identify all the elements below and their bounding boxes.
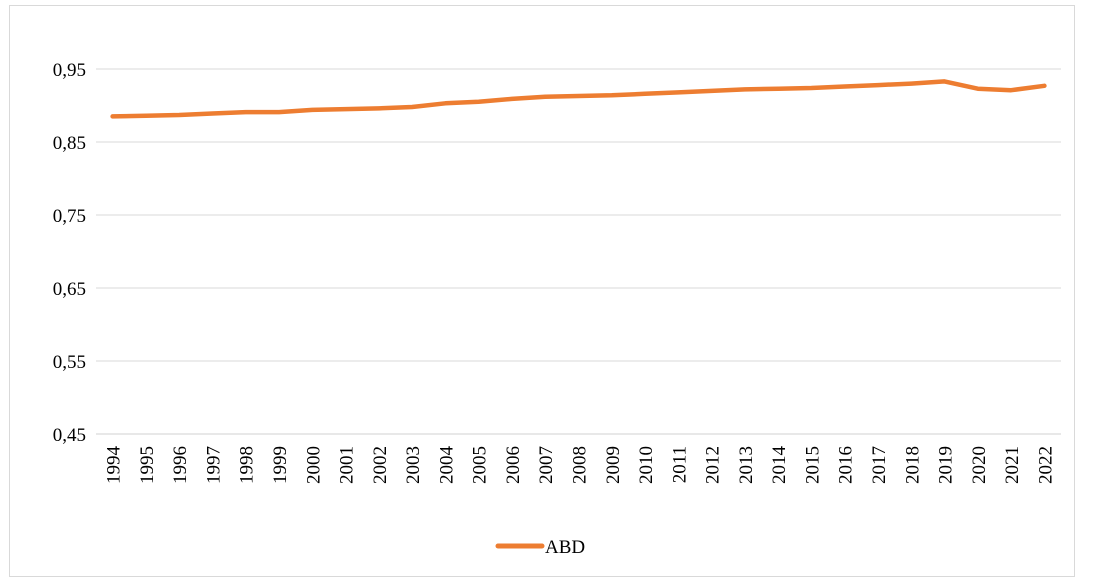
x-tick-label: 2003 (403, 446, 424, 484)
x-tick-label: 2009 (603, 446, 624, 484)
chart-area (9, 5, 1075, 577)
gridlines (96, 68, 1061, 435)
x-tick-label: 2005 (470, 446, 491, 484)
x-tick-label: 2022 (1035, 446, 1056, 484)
x-tick-label: 2008 (570, 446, 591, 484)
y-tick-label: 0,45 (53, 425, 86, 446)
x-tick-label: 2007 (536, 446, 557, 484)
y-tick-label: 0,65 (53, 279, 86, 300)
x-tick-label: 2001 (337, 446, 358, 484)
x-tick-label: 2010 (636, 446, 657, 484)
x-tick-label: 2019 (936, 446, 957, 484)
x-tick-label: 2018 (902, 446, 923, 484)
x-tick-label: 1997 (203, 446, 224, 484)
series-line-abd (110, 79, 1047, 119)
x-tick-label: 2011 (669, 446, 690, 483)
x-tick-label: 1996 (170, 446, 191, 484)
x-tick-label: 2016 (836, 446, 857, 484)
legend-label-abd: ABD (545, 537, 585, 558)
x-tick-label: 2020 (969, 446, 990, 484)
x-tick-label: 2000 (303, 446, 324, 484)
legend: ABD (495, 537, 585, 558)
x-tick-label: 2006 (503, 446, 524, 484)
x-tick-label: 2012 (703, 446, 724, 484)
x-tick-label: 2002 (370, 446, 391, 484)
x-tick-label: 2015 (802, 446, 823, 484)
x-tick-label: 2021 (1002, 446, 1023, 484)
x-axis-ticks: 1994 1995 1996 1997 1998 1999 2000 2001 2002 2003… (104, 446, 1057, 485)
x-tick-label: 2017 (869, 446, 890, 484)
x-tick-label: 1998 (237, 446, 258, 484)
y-axis-ticks: 0,45 0,55 0,65 0,75 0,85 0,95 (53, 60, 86, 446)
y-tick-label: 0,95 (53, 60, 86, 81)
x-tick-label: 1994 (104, 446, 125, 485)
series-layer (110, 79, 1047, 119)
x-tick-label: 2004 (436, 446, 457, 485)
y-tick-label: 0,55 (53, 352, 86, 373)
x-tick-label: 2014 (769, 446, 790, 485)
x-tick-label: 1999 (270, 446, 291, 484)
y-tick-label: 0,75 (53, 206, 86, 227)
x-tick-label: 2013 (736, 446, 757, 484)
x-tick-label: 1995 (137, 446, 158, 484)
y-tick-label: 0,85 (53, 133, 86, 154)
